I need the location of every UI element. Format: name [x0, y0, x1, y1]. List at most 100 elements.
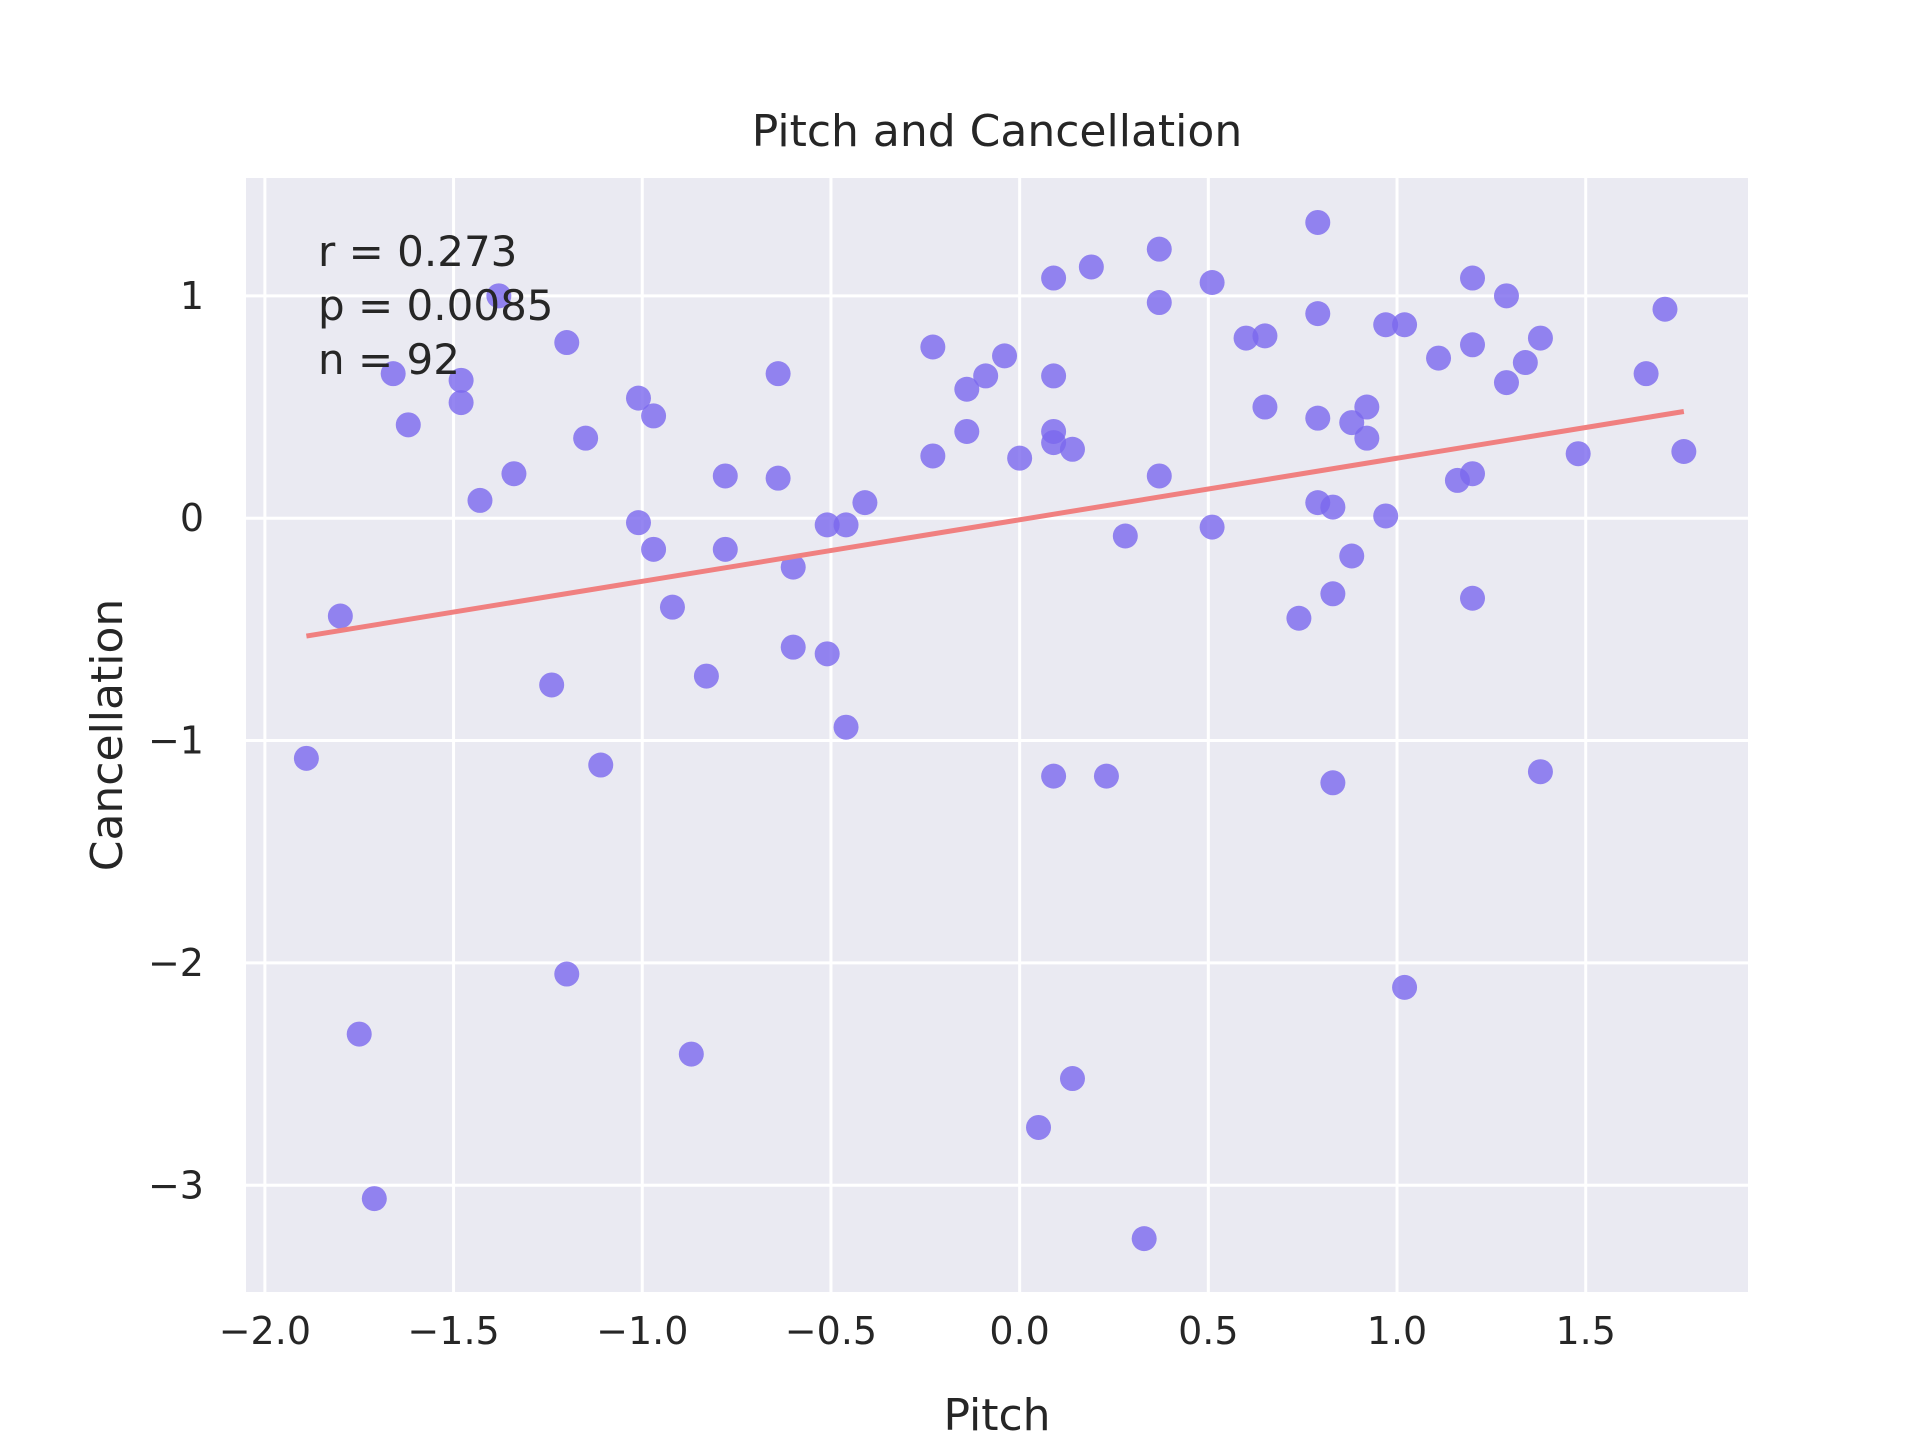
- data-point: [486, 283, 512, 309]
- data-point: [1460, 265, 1486, 291]
- y-tick-label: −3: [148, 1163, 204, 1207]
- data-point: [1527, 759, 1553, 785]
- data-point: [625, 510, 651, 536]
- data-point: [448, 390, 474, 416]
- data-point: [1199, 514, 1225, 540]
- data-point: [573, 425, 599, 451]
- data-point: [1026, 1114, 1052, 1140]
- data-point: [833, 512, 859, 538]
- data-point: [1059, 436, 1085, 462]
- data-point: [954, 376, 980, 402]
- data-point: [501, 461, 527, 487]
- data-point: [1373, 503, 1399, 529]
- y-tick-label: 1: [180, 274, 204, 318]
- data-point: [1093, 763, 1119, 789]
- data-point: [1041, 265, 1067, 291]
- data-point: [554, 330, 580, 356]
- data-point: [1320, 581, 1346, 607]
- x-tick-label: 0.5: [1178, 1309, 1238, 1353]
- data-point: [1041, 430, 1067, 456]
- x-tick-label: −1.5: [407, 1309, 499, 1353]
- fit-line-group: [305, 409, 1685, 639]
- data-point: [1305, 405, 1331, 431]
- data-point: [1493, 370, 1519, 396]
- data-point: [1059, 1066, 1085, 1092]
- y-axis-label: Cancellation: [82, 599, 133, 872]
- data-point: [1392, 974, 1418, 1000]
- data-point: [346, 1021, 372, 1047]
- x-tick-label: −2.0: [219, 1309, 311, 1353]
- data-point: [1233, 325, 1259, 351]
- data-point: [641, 536, 667, 562]
- annotation-p: p = 0.0085: [318, 281, 554, 330]
- data-point: [659, 594, 685, 620]
- data-point: [678, 1041, 704, 1067]
- data-point: [1493, 283, 1519, 309]
- y-tick-labels: −3 −2 −1 0 1: [148, 274, 204, 1207]
- data-point: [765, 361, 791, 387]
- data-point: [780, 554, 806, 580]
- x-tick-label: 0.0: [989, 1309, 1049, 1353]
- data-point: [1305, 209, 1331, 235]
- annotation-n: n = 92: [318, 335, 460, 384]
- data-point: [539, 672, 565, 698]
- data-point: [1305, 301, 1331, 327]
- data-point: [954, 418, 980, 444]
- fit-line: [305, 409, 1685, 639]
- data-point: [1286, 605, 1312, 631]
- data-point: [1131, 1226, 1157, 1252]
- plot-background: [246, 178, 1748, 1292]
- data-point: [712, 536, 738, 562]
- data-point: [1041, 763, 1067, 789]
- data-point: [1460, 461, 1486, 487]
- y-tick-label: 0: [180, 496, 204, 540]
- x-tick-label: 1.0: [1367, 1309, 1427, 1353]
- data-point: [641, 403, 667, 429]
- data-point: [1354, 425, 1380, 451]
- data-point: [361, 1186, 387, 1212]
- y-tick-label: −1: [148, 719, 204, 763]
- data-point: [920, 443, 946, 469]
- chart-title: Pitch and Cancellation: [752, 106, 1242, 157]
- annotation-r: r = 0.273: [318, 227, 517, 276]
- y-tick-label: −2: [148, 941, 204, 985]
- data-point: [1078, 254, 1104, 280]
- data-point: [693, 663, 719, 689]
- data-point: [467, 487, 493, 513]
- data-point: [1373, 312, 1399, 338]
- data-point: [780, 634, 806, 660]
- data-point: [1007, 445, 1033, 471]
- data-point: [625, 385, 651, 411]
- data-point: [448, 367, 474, 393]
- data-point: [1146, 290, 1172, 316]
- x-tick-label: −1.0: [596, 1309, 688, 1353]
- x-axis-label: Pitch: [943, 1390, 1050, 1440]
- data-point: [1320, 494, 1346, 520]
- data-point: [1527, 325, 1553, 351]
- data-point: [1146, 463, 1172, 489]
- data-point: [1339, 410, 1365, 436]
- data-point: [1320, 770, 1346, 796]
- data-point: [1426, 345, 1452, 371]
- data-point: [1633, 361, 1659, 387]
- data-points: [293, 209, 1697, 1252]
- data-point: [588, 752, 614, 778]
- data-point: [1460, 585, 1486, 611]
- data-point: [814, 512, 840, 538]
- data-point: [712, 463, 738, 489]
- data-point: [973, 363, 999, 389]
- data-point: [1146, 236, 1172, 262]
- data-point: [327, 603, 353, 629]
- data-point: [380, 361, 406, 387]
- data-point: [1339, 543, 1365, 569]
- data-point: [1460, 332, 1486, 358]
- data-point: [1354, 394, 1380, 420]
- data-point: [833, 714, 859, 740]
- data-point: [1652, 296, 1678, 322]
- data-point: [920, 334, 946, 360]
- data-point: [1392, 312, 1418, 338]
- data-point: [1512, 350, 1538, 376]
- data-point: [1041, 363, 1067, 389]
- x-tick-label: 1.5: [1556, 1309, 1616, 1353]
